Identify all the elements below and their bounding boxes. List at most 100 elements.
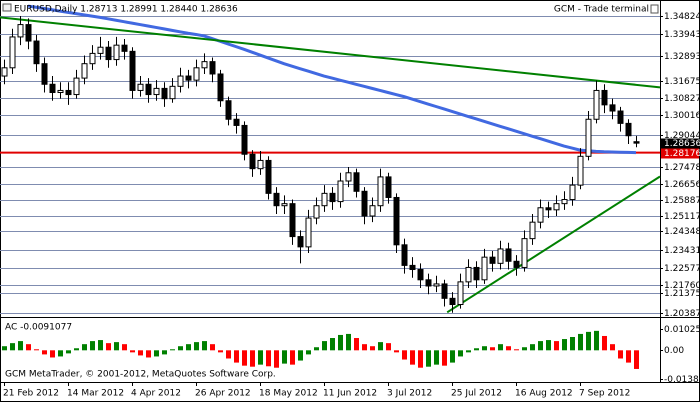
- candle-body: [361, 190, 368, 217]
- candle-body: [289, 203, 296, 238]
- candle-body: [145, 83, 152, 96]
- ac-bar: [314, 347, 319, 351]
- ac-bar: [538, 341, 543, 351]
- candle-body: [569, 184, 576, 201]
- ac-bar: [426, 350, 431, 367]
- ac-bar: [474, 348, 479, 351]
- ac-bar: [570, 336, 575, 351]
- ac-bar: [26, 344, 31, 351]
- ac-bar: [18, 341, 23, 351]
- ac-bar: [162, 350, 167, 355]
- candle-body: [89, 52, 96, 65]
- x-tick-label: 18 May 2012: [259, 389, 318, 399]
- candle-body: [593, 89, 600, 120]
- ac-bar: [266, 350, 271, 367]
- ac-bar: [522, 347, 527, 351]
- ac-bar: [138, 350, 143, 356]
- y-tick-label: 1.32893: [664, 52, 700, 62]
- candle-body: [249, 153, 256, 170]
- ac-bar: [226, 350, 231, 359]
- candle-body: [497, 248, 504, 264]
- x-tick-label: 3 Jul 2012: [387, 389, 432, 399]
- candle-body: [49, 83, 56, 94]
- candle-body: [393, 196, 400, 246]
- ac-bar: [242, 350, 247, 366]
- ac-bar: [58, 350, 63, 357]
- ac-bar: [578, 333, 583, 351]
- indicator-y-tick-label: 0.00: [664, 346, 684, 356]
- candle-body: [585, 118, 592, 157]
- candle-body: [169, 85, 176, 100]
- y-tick-label: 1.27478: [664, 163, 700, 173]
- candle-body: [321, 192, 328, 207]
- ac-bar: [74, 348, 79, 351]
- price-label-bg: [661, 148, 699, 159]
- indicator-y-tick-label: -0.01387: [664, 375, 700, 385]
- candle-body: [329, 192, 336, 203]
- ac-bar: [634, 350, 639, 369]
- indicator-y-tick-label: 0.010256: [664, 325, 700, 335]
- candle-body: [505, 248, 512, 262]
- y-tick-label: 1.21375: [664, 289, 700, 299]
- ac-bar: [546, 340, 551, 351]
- ac-bar: [234, 350, 239, 363]
- ac-bar: [530, 344, 535, 351]
- ac-bar: [386, 343, 391, 351]
- candle-body: [297, 236, 304, 248]
- candle-body: [313, 205, 320, 219]
- ac-bar: [378, 342, 383, 351]
- y-tick-label: 1.25887: [664, 196, 700, 206]
- candle-body: [617, 110, 624, 124]
- candle-body: [465, 266, 472, 283]
- candle-body: [561, 199, 568, 205]
- ac-bar: [562, 339, 567, 351]
- candle-body: [193, 67, 200, 81]
- ac-bar: [434, 350, 439, 365]
- ac-bar: [154, 350, 159, 357]
- ac-bar: [514, 349, 519, 351]
- ac-bar: [370, 346, 375, 351]
- candle-body: [345, 172, 352, 182]
- ac-bar: [258, 350, 263, 365]
- candle-body: [153, 87, 160, 96]
- x-tick-label: 16 Aug 2012: [515, 389, 573, 399]
- candle-body: [353, 172, 360, 192]
- candle-body: [57, 89, 64, 94]
- ac-bar: [602, 335, 607, 351]
- candle-body: [273, 192, 280, 207]
- ac-bar: [106, 343, 111, 351]
- moving-average: [27, 4, 637, 155]
- candle-body: [137, 83, 144, 91]
- candle-body: [177, 75, 184, 87]
- ac-bar: [410, 350, 415, 365]
- candle-body: [25, 24, 32, 42]
- ac-bar: [170, 349, 175, 351]
- ac-bar: [594, 330, 599, 351]
- candle-body: [81, 63, 88, 79]
- candle-body: [9, 36, 16, 69]
- ac-bar: [338, 334, 343, 351]
- ac-bar: [130, 350, 135, 353]
- y-tick-label: 1.20387: [664, 309, 700, 319]
- ac-bar: [354, 338, 359, 351]
- copyright: GCM MetaTrader, © 2001-2012, MetaQuotes …: [5, 370, 276, 380]
- candle-body: [73, 77, 80, 96]
- ac-bar: [362, 344, 367, 351]
- candle-body: [97, 46, 104, 54]
- candle-body: [369, 205, 376, 217]
- x-tick-label: 14 Mar 2012: [67, 389, 124, 399]
- candle-body: [241, 124, 248, 155]
- x-tick-label: 26 Apr 2012: [195, 389, 251, 399]
- ac-bar: [298, 350, 303, 361]
- ac-bar: [250, 350, 255, 367]
- x-tick-label: 4 Apr 2012: [131, 389, 181, 399]
- candle-body: [625, 122, 632, 137]
- trendline: [446, 175, 661, 314]
- ac-bar: [2, 346, 7, 351]
- ac-bar: [186, 344, 191, 351]
- candle-body: [401, 244, 408, 266]
- candle-body: [161, 87, 168, 100]
- ac-bar: [66, 350, 71, 354]
- candle-body: [113, 44, 120, 61]
